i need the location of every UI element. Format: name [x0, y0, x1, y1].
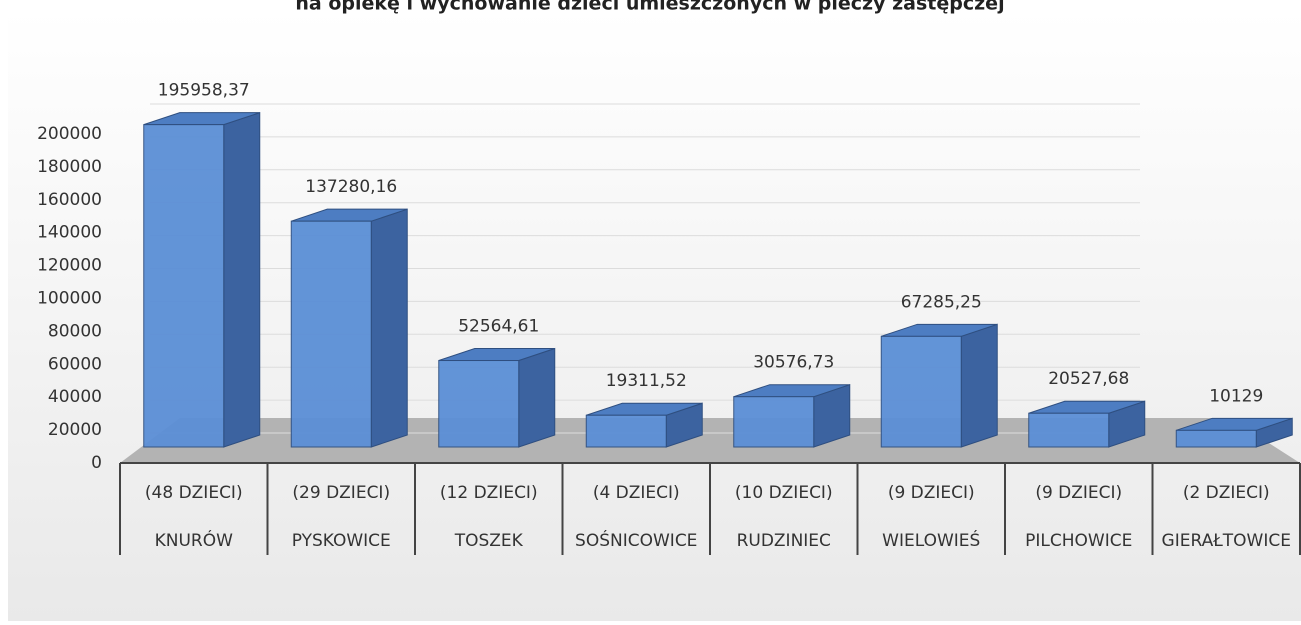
- y-tick-label: 100000: [37, 289, 102, 309]
- category-count-label: (12 DZIECI): [440, 483, 538, 503]
- bar: [143, 124, 225, 448]
- y-tick-label: 20000: [48, 420, 102, 440]
- bar: [290, 220, 372, 448]
- y-tick-label: 180000: [37, 157, 102, 177]
- y-tick-label: 40000: [48, 387, 102, 407]
- category-count-label: (10 DZIECI): [735, 483, 833, 503]
- bar-side: [370, 208, 408, 448]
- x-tick-label: PILCHOWICE: [1025, 531, 1132, 551]
- bar: [880, 335, 962, 448]
- x-tick-label: PYSKOWICE: [292, 531, 391, 551]
- category-count-label: (2 DZIECI): [1183, 483, 1270, 503]
- bar: [585, 414, 667, 448]
- data-label: 67285,25: [901, 292, 982, 312]
- y-tick-label: 160000: [37, 190, 102, 210]
- chart-title: na opiekę i wychowanie dzieci umieszczon…: [295, 0, 1004, 15]
- data-label: 137280,16: [305, 177, 397, 197]
- data-label: 10129: [1209, 386, 1263, 406]
- x-tick-label: WIELOWIEŚ: [882, 529, 980, 551]
- x-tick-label: RUDZINIEC: [737, 531, 831, 551]
- bar: [733, 396, 815, 448]
- y-tick-label: 80000: [48, 321, 102, 341]
- category-count-label: (29 DZIECI): [292, 483, 390, 503]
- x-tick-label: SOŚNICOWICE: [575, 529, 697, 551]
- bar: [1028, 412, 1110, 448]
- category-count-label: (48 DZIECI): [145, 483, 243, 503]
- category-count-label: (4 DZIECI): [593, 483, 680, 503]
- data-label: 20527,68: [1048, 369, 1129, 389]
- bar-side: [960, 323, 998, 448]
- y-tick-label: 0: [91, 453, 102, 473]
- bar-side: [223, 111, 261, 448]
- bar: [438, 360, 520, 448]
- y-tick-label: 200000: [37, 124, 102, 144]
- y-tick-label: 60000: [48, 354, 102, 374]
- floor: [120, 418, 1300, 463]
- data-label: 52564,61: [458, 317, 539, 337]
- category-count-label: (9 DZIECI): [1035, 483, 1122, 503]
- y-tick-label: 140000: [37, 223, 102, 243]
- data-label: 195958,37: [158, 81, 250, 101]
- category-count-label: (9 DZIECI): [888, 483, 975, 503]
- data-label: 19311,52: [606, 371, 687, 391]
- bar-side: [518, 347, 556, 448]
- x-tick-label: TOSZEK: [454, 531, 524, 551]
- y-tick-label: 120000: [37, 256, 102, 276]
- bar: [1175, 429, 1257, 448]
- data-label: 30576,73: [753, 353, 834, 373]
- x-tick-label: GIERAŁTOWICE: [1162, 531, 1291, 551]
- x-tick-label: KNURÓW: [155, 529, 234, 551]
